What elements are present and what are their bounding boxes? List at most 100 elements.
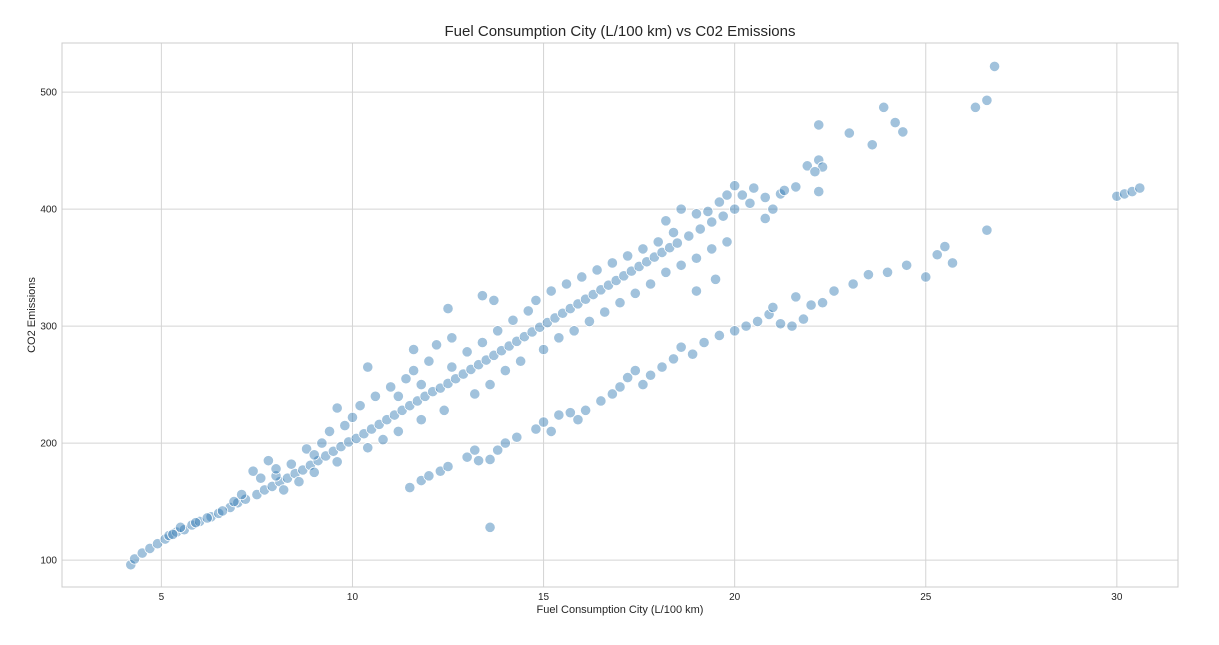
scatter-point: [687, 348, 699, 360]
scatter-point: [201, 512, 213, 524]
scatter-point: [564, 407, 576, 419]
y-tick-label: 100: [40, 556, 57, 567]
scatter-point: [671, 237, 683, 249]
scatter-point: [713, 329, 725, 342]
scatter-point: [813, 119, 825, 131]
scatter-point: [828, 285, 840, 297]
scatter-point: [339, 419, 351, 432]
scatter-point: [472, 455, 485, 467]
scatter-point: [438, 404, 450, 416]
scatter-point: [572, 414, 584, 426]
scatter-point: [675, 259, 687, 271]
scatter-point: [599, 306, 611, 318]
scatter-point: [167, 528, 179, 540]
scatter-point: [729, 325, 741, 337]
scatter-point: [1134, 182, 1146, 194]
x-tick-label: 15: [538, 592, 550, 603]
x-tick-label: 30: [1111, 592, 1123, 603]
scatter-point: [981, 224, 993, 236]
scatter-point: [690, 252, 703, 264]
scatter-point: [228, 495, 240, 508]
scatter-point: [939, 240, 951, 253]
scatter-point: [515, 355, 527, 367]
scatter-point: [404, 481, 416, 494]
scatter-point: [476, 290, 489, 302]
x-tick-label: 20: [729, 592, 741, 603]
scatter-point: [216, 505, 229, 517]
scatter-point: [323, 425, 336, 438]
x-tick-labels: 5 10 15 20 25 30: [159, 592, 1123, 603]
scatter-point: [805, 299, 817, 311]
x-gridlines: [160, 43, 1118, 587]
scatter-point: [729, 180, 741, 192]
scatter-point: [591, 264, 603, 276]
scatter-point: [690, 208, 703, 220]
y-tick-label: 400: [40, 205, 57, 216]
scatter-point: [530, 294, 542, 306]
scatter-point: [316, 437, 328, 449]
scatter-point: [759, 212, 771, 225]
scatter-point: [392, 425, 404, 438]
scatter-point: [377, 433, 389, 446]
scatter-point: [461, 451, 473, 463]
scatter-point: [843, 127, 855, 139]
scatter-point: [675, 203, 687, 215]
scatter-point: [690, 285, 703, 297]
scatter-point: [580, 404, 592, 416]
scatter-point: [614, 381, 626, 393]
scatter-point: [560, 278, 573, 290]
scatter-point: [442, 460, 454, 473]
scatter-point: [423, 470, 435, 482]
scatter-point: [862, 269, 875, 281]
scatter-point: [709, 273, 722, 285]
scatter-point: [583, 315, 596, 328]
scatter-point: [331, 402, 343, 414]
scatter-point: [488, 294, 500, 306]
scatter-point: [981, 94, 993, 106]
scatter-point: [354, 400, 366, 412]
scatter-point: [385, 381, 397, 393]
scatter-point: [301, 443, 313, 455]
scatter-point: [537, 343, 550, 356]
scatter-point: [499, 364, 511, 377]
scatter-point: [683, 230, 695, 242]
scatter-point: [285, 458, 297, 470]
scatter-point: [813, 185, 825, 198]
scatter-point: [660, 215, 672, 227]
scatter-point: [667, 353, 680, 365]
scatter-point: [931, 249, 943, 261]
scatter-point: [717, 210, 729, 222]
scatter-point: [606, 388, 618, 400]
scatter-point: [660, 266, 672, 278]
scatter-point: [637, 243, 649, 255]
scatter-point: [369, 390, 381, 402]
scatter-point: [778, 184, 790, 197]
scatter-point: [644, 278, 657, 290]
scatter-point: [537, 416, 550, 428]
scatter-point: [522, 305, 534, 317]
scatter-point: [606, 257, 618, 269]
scatter-point: [446, 361, 458, 373]
scatter-point: [629, 364, 641, 377]
scatter-point: [553, 409, 565, 421]
scatter-point: [675, 341, 687, 353]
scatter-point: [698, 336, 710, 349]
scatter-point: [713, 196, 725, 208]
scatter-point: [969, 101, 982, 113]
scatter-point: [767, 203, 779, 215]
plot-frame: [61, 42, 1179, 588]
scatter-point: [729, 203, 741, 215]
scatter-point: [637, 379, 649, 391]
scatter-point: [400, 373, 412, 385]
scatter-point: [897, 126, 909, 138]
scatter-point: [721, 189, 733, 201]
scatter-point: [656, 361, 668, 373]
scatter-point: [362, 361, 374, 373]
scatter-point: [507, 314, 519, 326]
scatter-point: [878, 101, 890, 113]
scatter-point: [988, 60, 1001, 72]
scatter-point: [809, 166, 821, 178]
scatter-point: [461, 346, 473, 358]
scatter-point: [262, 455, 274, 467]
scatter-point: [763, 308, 775, 321]
